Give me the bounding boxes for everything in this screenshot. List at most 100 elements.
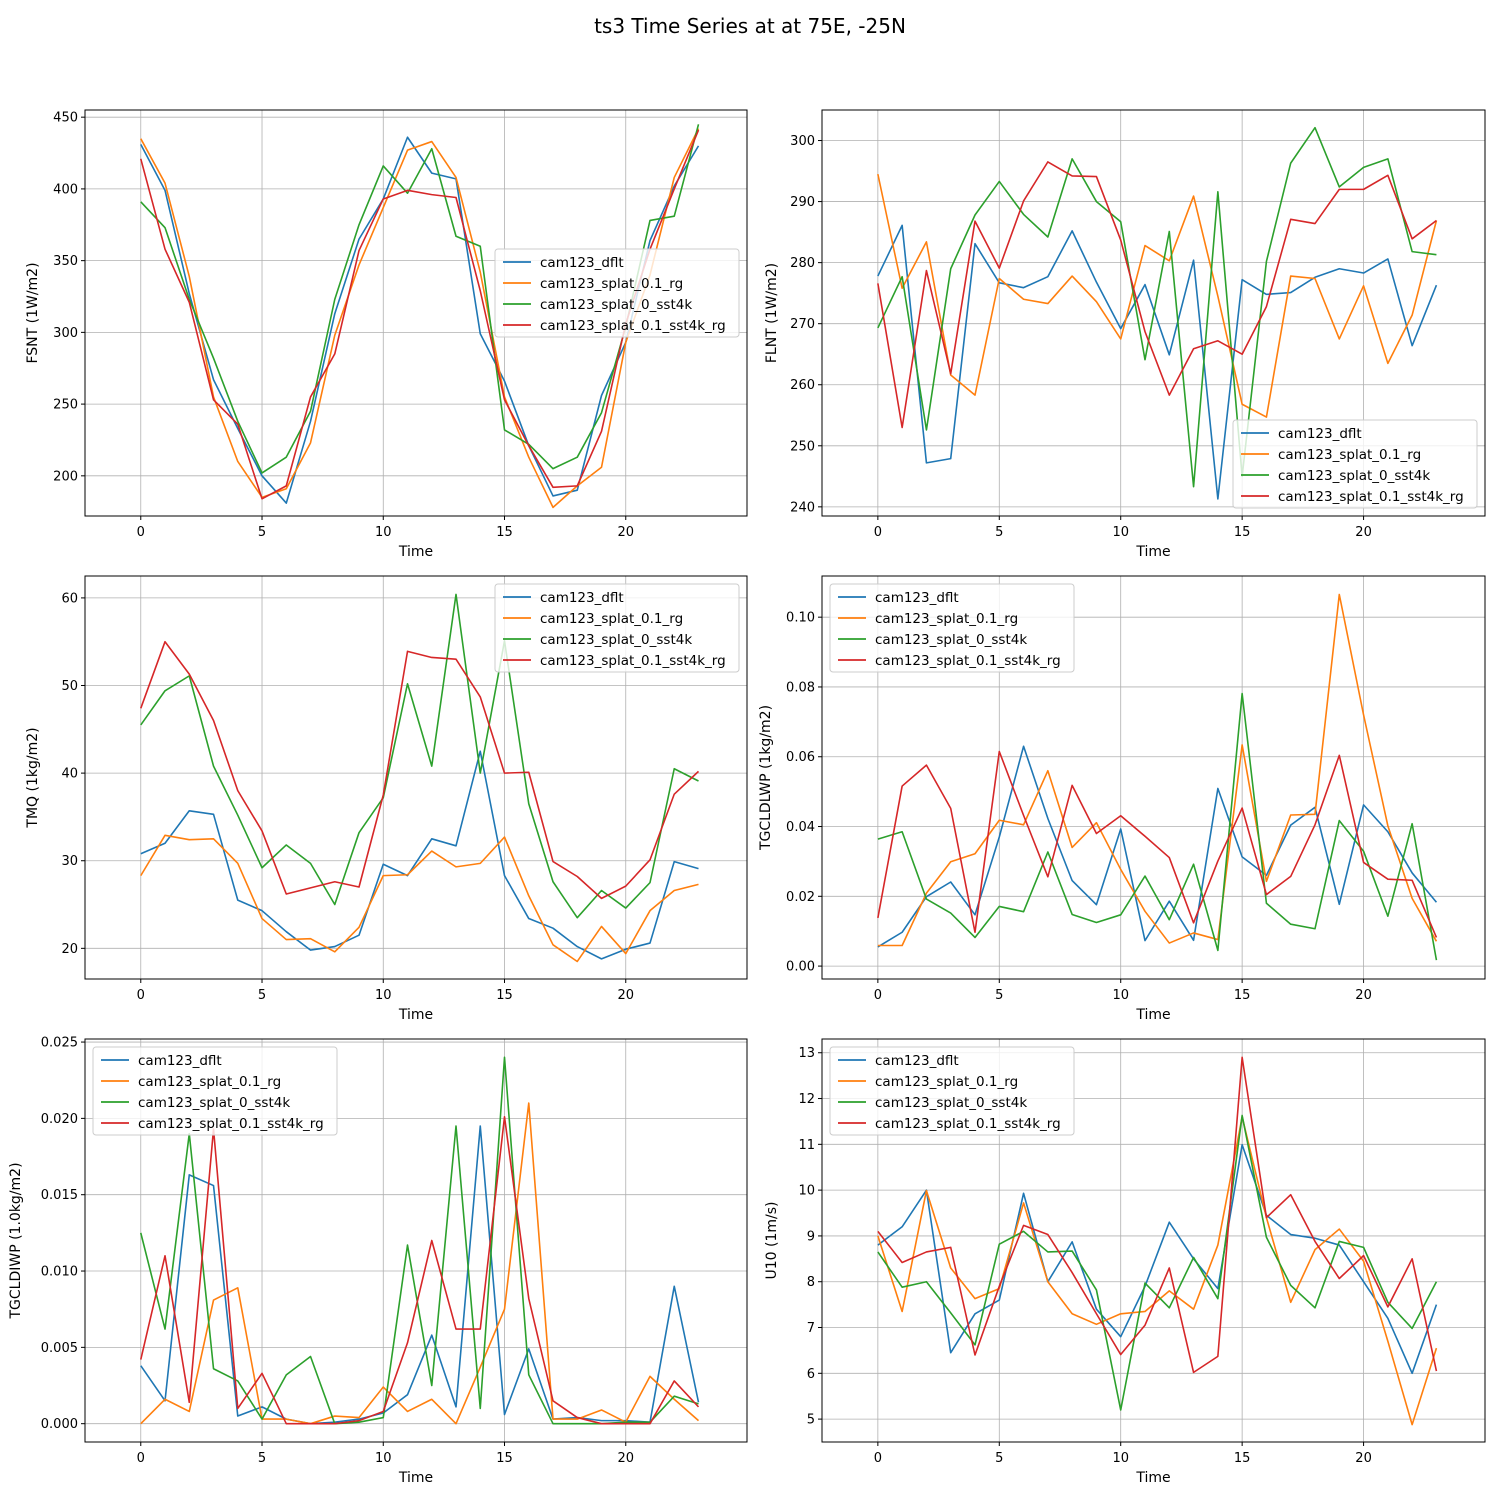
- y-axis-label: TGCLDIWP (1.0kg/m2): [8, 1162, 24, 1319]
- x-axis-label: Time: [1135, 544, 1170, 560]
- y-tick-label: 0.015: [41, 1188, 78, 1203]
- legend-label: cam123_splat_0.1_sst4k_rg: [540, 318, 726, 334]
- y-tick-label: 0.02: [786, 890, 815, 905]
- y-tick-label: 7: [807, 1321, 815, 1336]
- y-tick-label: 9: [807, 1229, 815, 1244]
- x-tick-label: 15: [496, 1451, 513, 1466]
- x-tick-label: 20: [1355, 525, 1372, 540]
- y-axis-label: TGCLDLWP (1kg/m2): [758, 705, 774, 851]
- x-tick-label: 0: [137, 1451, 145, 1466]
- x-tick-label: 20: [617, 525, 634, 540]
- x-tick-label: 5: [995, 988, 1003, 1003]
- legend-label: cam123_splat_0_sst4k: [540, 632, 692, 648]
- x-tick-label: 5: [258, 1451, 266, 1466]
- x-tick-label: 5: [258, 988, 266, 1003]
- x-tick-label: 20: [617, 988, 634, 1003]
- series-line-cam123_splat_0.1_rg: [877, 1116, 1438, 1426]
- series-line-cam123_splat_0.1_sst4k_rg: [877, 161, 1437, 429]
- y-tick-label: 40: [61, 767, 78, 782]
- subplot-4: 0 5 10 15 20 0.00 0.02 0.04 0.06 0.08 0.10 Time TGCL…: [758, 575, 1486, 1023]
- y-tick-label: 400: [53, 182, 78, 197]
- legend: cam123_dflt cam123_splat_0.1_rg cam123_spl…: [829, 583, 1075, 673]
- series-line-cam123_splat_0.1_sst4k_rg: [877, 1056, 1438, 1374]
- x-tick-label: 15: [496, 988, 513, 1003]
- legend-box: [1232, 419, 1478, 509]
- plot-frame: [821, 109, 1486, 517]
- legend-label: cam123_splat_0.1_rg: [875, 611, 1018, 627]
- legend-label: cam123_splat_0.1_sst4k_rg: [540, 653, 726, 669]
- y-axis-label: FSNT (1W/m2): [25, 262, 41, 363]
- y-tick-label: 300: [53, 326, 78, 341]
- legend: cam123_dflt cam123_splat_0.1_rg cam123_spl…: [494, 248, 740, 338]
- x-tick-label: 10: [1112, 1451, 1129, 1466]
- legend-label: cam123_splat_0.1_sst4k_rg: [138, 1116, 324, 1132]
- y-axis-label: U10 (1m/s): [764, 1202, 780, 1280]
- legend-label: cam123_splat_0.1_sst4k_rg: [875, 1116, 1061, 1132]
- x-tick-label: 5: [258, 525, 266, 540]
- series-line-cam123_splat_0.1_rg: [877, 593, 1438, 947]
- legend-box: [494, 248, 740, 338]
- legend-box: [829, 1046, 1075, 1136]
- y-axis-label: TMQ (1kg/m2): [25, 727, 41, 828]
- subplot-3: 0 5 10 15 20 20 30 40 50 60 Time TMQ (1kg/m2) cam123…: [25, 575, 748, 1023]
- y-tick-label: 10: [798, 1184, 815, 1199]
- series-line-cam123_dflt: [140, 1125, 700, 1425]
- x-tick-label: 15: [496, 525, 513, 540]
- legend-label: cam123_dflt: [138, 1053, 222, 1069]
- y-tick-label: 12: [798, 1092, 815, 1107]
- x-axis-label: Time: [398, 1470, 433, 1486]
- legend: cam123_dflt cam123_splat_0.1_rg cam123_spl…: [1232, 419, 1478, 509]
- y-tick-label: 0.00: [786, 960, 815, 975]
- legend-label: cam123_dflt: [875, 1053, 959, 1069]
- legend-label: cam123_dflt: [875, 590, 959, 606]
- y-tick-label: 280: [790, 256, 815, 271]
- y-tick-label: 0.005: [41, 1341, 78, 1356]
- y-tick-label: 6: [807, 1367, 815, 1382]
- legend-label: cam123_splat_0_sst4k: [875, 1095, 1027, 1111]
- series-line-cam123_splat_0_sst4k: [877, 1114, 1438, 1411]
- x-tick-label: 0: [874, 1451, 882, 1466]
- series-line-cam123_splat_0.1_sst4k_rg: [140, 640, 700, 900]
- x-tick-label: 0: [137, 988, 145, 1003]
- y-tick-label: 200: [53, 469, 78, 484]
- y-tick-label: 0.06: [786, 750, 815, 765]
- figure-title: ts3 Time Series at at 75E, -25N: [594, 14, 906, 38]
- y-tick-label: 50: [61, 679, 78, 694]
- series-line-cam123_splat_0.1_sst4k_rg: [139, 1116, 700, 1425]
- legend-box: [92, 1046, 338, 1136]
- subplot-6: 0 5 10 15 20 5 6 7 8 9 10 11 12 13 Time U10 (1m/s) cam12…: [764, 1038, 1486, 1486]
- x-tick-label: 10: [375, 525, 392, 540]
- legend-box: [494, 583, 740, 673]
- x-tick-label: 20: [1355, 1451, 1372, 1466]
- y-tick-label: 240: [790, 500, 815, 515]
- y-tick-label: 8: [807, 1275, 815, 1290]
- legend-label: cam123_splat_0.1_rg: [540, 611, 683, 627]
- y-tick-label: 290: [790, 195, 815, 210]
- y-tick-label: 0.08: [786, 680, 815, 695]
- y-tick-label: 350: [53, 254, 78, 269]
- x-axis-label: Time: [398, 1007, 433, 1023]
- x-tick-label: 10: [375, 988, 392, 1003]
- x-tick-label: 10: [1112, 525, 1129, 540]
- y-tick-label: 0.04: [786, 820, 815, 835]
- y-tick-label: 13: [798, 1046, 815, 1061]
- y-tick-label: 270: [790, 317, 815, 332]
- series-line-cam123_splat_0.1_sst4k_rg: [139, 129, 700, 500]
- y-tick-label: 250: [53, 398, 78, 413]
- series-line-cam123_splat_0.1_rg: [140, 1102, 700, 1425]
- legend: cam123_dflt cam123_splat_0.1_rg cam123_spl…: [92, 1046, 338, 1136]
- series-line-cam123_dflt: [877, 1143, 1438, 1375]
- x-tick-label: 0: [874, 988, 882, 1003]
- plot-frame: [84, 575, 748, 980]
- x-axis-label: Time: [398, 544, 433, 560]
- legend-label: cam123_splat_0.1_sst4k_rg: [1278, 489, 1464, 505]
- y-tick-label: 20: [61, 942, 78, 957]
- x-axis-label: Time: [1135, 1007, 1170, 1023]
- y-tick-label: 60: [61, 591, 78, 606]
- x-tick-label: 5: [995, 525, 1003, 540]
- y-tick-label: 300: [790, 134, 815, 149]
- series-line-cam123_splat_0.1_rg: [140, 834, 699, 963]
- legend-label: cam123_splat_0_sst4k: [875, 632, 1027, 648]
- legend-label: cam123_splat_0.1_rg: [875, 1074, 1018, 1090]
